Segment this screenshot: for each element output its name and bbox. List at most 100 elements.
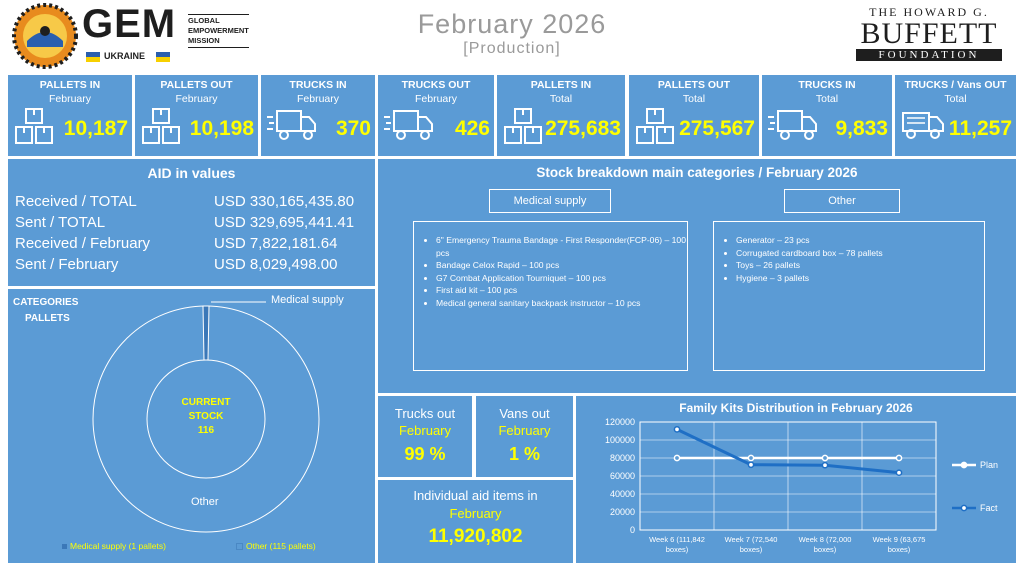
list-item: Generator – 23 pcs bbox=[736, 234, 984, 247]
legend-other[interactable]: Other (115 pallets) bbox=[236, 541, 316, 551]
data-point-fact bbox=[895, 469, 903, 477]
boxes-icon bbox=[14, 107, 62, 152]
donut-label-medical: Medical supply bbox=[271, 294, 344, 306]
page-subtitle: [Production] bbox=[463, 40, 561, 57]
legend-medical-swatch bbox=[62, 544, 67, 550]
legend-other-swatch bbox=[236, 543, 243, 551]
aid-value-sent-feb: USD 8,029,498.00 bbox=[214, 256, 338, 273]
other-list: Generator – 23 pcsCorrugated cardboard b… bbox=[713, 221, 985, 371]
categories-title-line2: PALLETS bbox=[25, 313, 70, 324]
buffett-line2: BUFFETT bbox=[860, 17, 998, 50]
kpi-value: 370 bbox=[335, 117, 371, 140]
list-item: Bandage Celox Rapid – 100 pcs bbox=[436, 259, 687, 272]
aid-panel: AID in values Received / TOTAL USD 330,1… bbox=[8, 159, 375, 286]
data-point-plan bbox=[673, 454, 681, 462]
buffett-line3: FOUNDATION bbox=[856, 49, 1002, 61]
vans-share-value: 1 % bbox=[508, 444, 541, 464]
individual-aid-title: Individual aid items in bbox=[413, 488, 538, 503]
kpi-title: PALLETS IN bbox=[39, 79, 101, 91]
x-tick-label: boxes) bbox=[888, 545, 911, 554]
kpi-value: 275,683 bbox=[545, 117, 621, 140]
list-item: Medical general sanitary backpack instru… bbox=[436, 297, 687, 310]
stock-title: Stock breakdown main categories / Februa… bbox=[536, 165, 858, 180]
stock-panel: Stock breakdown main categories / Februa… bbox=[378, 159, 1016, 393]
y-tick-label: 80000 bbox=[610, 453, 635, 463]
vans-share-sub: February bbox=[498, 423, 551, 438]
kpi-value: 11,257 bbox=[948, 117, 1012, 140]
family-kits-chart: Family Kits Distribution in February 202… bbox=[605, 401, 998, 554]
gem-logo bbox=[12, 3, 78, 69]
kpi-card: TRUCKS IN February 370 bbox=[261, 75, 375, 156]
kpi-card: TRUCKS IN Total 9,833 bbox=[762, 75, 892, 156]
org-line1: GLOBAL bbox=[188, 16, 220, 25]
aid-label-sent-total: Sent / TOTAL bbox=[15, 214, 106, 231]
gem-country: UKRAINE bbox=[104, 51, 146, 61]
donut-label-other: Other bbox=[191, 496, 219, 508]
org-line2: EMPOWERMENT bbox=[188, 26, 249, 35]
kpi-card: PALLETS OUT February 10,198 bbox=[135, 75, 258, 156]
kpi-title: PALLETS OUT bbox=[160, 79, 233, 91]
data-point-plan bbox=[895, 454, 903, 462]
ukraine-flag-right bbox=[156, 52, 170, 62]
buffett-logo: THE HOWARD G. BUFFETT FOUNDATION bbox=[850, 5, 1008, 65]
y-tick-label: 120000 bbox=[605, 417, 635, 427]
donut-slice-medical[interactable] bbox=[202, 305, 210, 361]
kpi-card: PALLETS IN February 10,187 bbox=[8, 75, 132, 156]
x-tick-label: Week 6 (111,842 bbox=[649, 535, 705, 544]
data-point-fact bbox=[747, 461, 755, 469]
buffett-line1: THE HOWARD G. bbox=[869, 5, 989, 19]
kpi-title: PALLETS IN bbox=[530, 79, 592, 91]
x-tick-label: Week 9 (63,675 bbox=[873, 535, 926, 544]
kpi-period: Total bbox=[944, 93, 967, 105]
kpi-period: Total bbox=[815, 93, 839, 105]
legend-medical-label: Medical supply (1 pallets) bbox=[70, 541, 166, 551]
individual-aid-value: 11,920,802 bbox=[428, 526, 523, 547]
x-tick-label: boxes) bbox=[740, 545, 763, 554]
individual-aid-panel: Individual aid items in February 11,920,… bbox=[378, 480, 573, 563]
data-point-fact bbox=[821, 461, 829, 469]
list-item: Toys – 26 pallets bbox=[736, 259, 984, 272]
data-point-fact bbox=[673, 425, 681, 433]
kpi-period: February bbox=[414, 93, 457, 105]
kpi-title: PALLETS OUT bbox=[657, 79, 731, 91]
list-item: G7 Combat Application Tourniquet – 100 p… bbox=[436, 272, 687, 285]
truck-icon bbox=[384, 107, 436, 148]
legend-marker-fact bbox=[960, 504, 968, 512]
medical-items: 6" Emergency Trauma Bandage - First Resp… bbox=[414, 222, 687, 310]
van-icon bbox=[901, 107, 945, 146]
current-stock-value: 116 bbox=[197, 425, 215, 436]
kpi-period: February bbox=[48, 93, 91, 105]
kpi-value: 275,567 bbox=[679, 117, 755, 140]
list-item: 6" Emergency Trauma Bandage - First Resp… bbox=[436, 234, 687, 259]
aid-label-received-total: Received / TOTAL bbox=[15, 193, 137, 210]
family-kits-panel: Family Kits Distribution in February 202… bbox=[576, 396, 1016, 563]
y-tick-label: 40000 bbox=[610, 489, 635, 499]
kpi-period: Total bbox=[682, 93, 706, 105]
gem-logo-text: GEM bbox=[82, 2, 177, 46]
kpi-period: February bbox=[175, 93, 218, 105]
trucks-share-value: 99 % bbox=[404, 444, 446, 464]
chart-title: Family Kits Distribution in February 202… bbox=[679, 401, 913, 415]
categories-donut bbox=[92, 301, 320, 533]
y-tick-label: 20000 bbox=[610, 507, 635, 517]
other-header: Other bbox=[784, 189, 900, 213]
trucks-share-sub: February bbox=[398, 423, 452, 438]
data-point-plan bbox=[747, 454, 755, 462]
legend-marker-plan bbox=[960, 461, 968, 469]
individual-aid-sub: February bbox=[449, 506, 502, 521]
kpi-value: 10,198 bbox=[189, 117, 254, 140]
kpi-card: TRUCKS OUT February 426 bbox=[378, 75, 494, 156]
kpi-title: TRUCKS IN bbox=[798, 79, 856, 91]
aid-label-sent-feb: Sent / February bbox=[15, 256, 119, 273]
legend-label-plan: Plan bbox=[980, 460, 998, 470]
kpi-value: 9,833 bbox=[835, 117, 888, 140]
kpi-card: PALLETS OUT Total 275,567 bbox=[629, 75, 759, 156]
kpi-period: February bbox=[296, 93, 339, 105]
x-tick-label: boxes) bbox=[666, 545, 689, 554]
kpi-value: 10,187 bbox=[63, 117, 128, 140]
list-item: Hygiene – 3 pallets bbox=[736, 272, 984, 285]
legend-other-label: Other (115 pallets) bbox=[246, 541, 316, 551]
kpi-title: TRUCKS IN bbox=[289, 79, 347, 91]
legend-medical[interactable]: Medical supply (1 pallets) bbox=[62, 541, 166, 551]
aid-title: AID in values bbox=[147, 165, 236, 181]
